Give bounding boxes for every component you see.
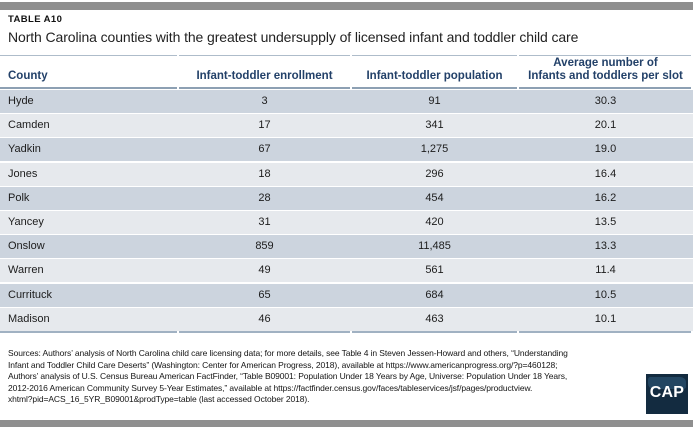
table-row: Warren 49 561 11.4: [0, 259, 693, 283]
header-divider: [0, 87, 693, 89]
table-row: Hyde 3 91 30.3: [0, 90, 693, 113]
value-cell: 17: [258, 119, 271, 132]
value-cell: 28: [258, 191, 271, 204]
sources-note: Sources: Authors’ analysis of North Caro…: [8, 348, 688, 406]
value-cell: 13.5: [594, 215, 617, 228]
value-cell: 30.3: [594, 95, 617, 107]
value-cell: 296: [425, 167, 444, 180]
table-row: Madison 46 463 10.1: [0, 307, 693, 331]
county-cell: Onslow: [8, 240, 45, 253]
table-row: Onslow 859 11,485 13.3: [0, 235, 693, 259]
county-cell: Yancey: [8, 215, 44, 228]
value-cell: 11,485: [418, 240, 451, 253]
value-cell: 463: [425, 312, 444, 325]
county-cell: Yadkin: [8, 143, 41, 156]
value-cell: 11.4: [595, 264, 616, 277]
value-cell: 91: [428, 95, 441, 107]
table-row: Currituck 65 684 10.5: [0, 283, 693, 307]
column-header-county: County: [8, 70, 48, 83]
figure-header: TABLE A10 North Carolina counties with t…: [8, 14, 685, 45]
column-header-enrollment: Infant-toddler enrollment: [196, 70, 333, 83]
sources-line: xhtml?pid=ACS_16_5YR_B09001&prodType=tab…: [8, 394, 310, 405]
value-cell: 46: [258, 312, 271, 325]
sources-line: Authors’ analysis of U.S. Census Bureau …: [8, 371, 568, 382]
value-cell: 341: [425, 119, 444, 132]
us-map-icon: [648, 377, 686, 389]
column-header-per-slot: Average number of Infants and toddlers p…: [528, 57, 683, 83]
table-header-row: County Infant-toddler enrollment Infant-…: [0, 57, 693, 86]
value-cell: 13.3: [594, 240, 617, 253]
county-cell: Polk: [8, 191, 30, 204]
value-cell: 20.1: [594, 119, 617, 132]
table-row: Camden 17 341 20.1: [0, 114, 693, 138]
value-cell: 19.0: [594, 143, 617, 156]
value-cell: 16.2: [594, 191, 617, 204]
county-cell: Camden: [8, 119, 50, 132]
table-title: North Carolina counties with the greates…: [8, 29, 579, 45]
bottom-rule-bar: [0, 420, 693, 427]
value-cell: 65: [258, 288, 271, 301]
cap-logo: CAP: [646, 374, 688, 414]
value-cell: 18: [258, 167, 271, 180]
sources-line: Sources: Authors’ analysis of North Caro…: [8, 348, 568, 358]
value-cell: 67: [258, 143, 271, 156]
value-cell: 10.5: [594, 288, 617, 301]
value-cell: 454: [425, 191, 444, 204]
column-header-population: Infant-toddler population: [366, 70, 503, 83]
value-cell: 49: [258, 264, 271, 277]
table-row: Yadkin 67 1,275 19.0: [0, 138, 693, 162]
value-cell: 420: [425, 215, 444, 228]
title-divider: [0, 55, 693, 56]
county-cell: Madison: [8, 312, 50, 325]
table-row: Yancey 31 420 13.5: [0, 210, 693, 234]
value-cell: 3: [261, 95, 268, 107]
cap-logo-text: CAP: [649, 384, 685, 401]
county-cell: Warren: [8, 264, 44, 277]
sources-line: 2012-2016 American Community Survey 5-Ye…: [8, 382, 533, 393]
top-rule-bar: [0, 2, 693, 10]
county-cell: Currituck: [8, 288, 53, 301]
county-cell: Jones: [8, 167, 38, 180]
county-cell: Hyde: [8, 95, 34, 107]
sources-line: Infant and Toddler Child Care Deserts” (…: [8, 359, 558, 370]
value-cell: 561: [425, 264, 444, 277]
value-cell: 684: [425, 288, 444, 301]
table-body: Hyde 3 91 30.3 Camden 17 341 20.1 Yadkin 67 1,275 1…: [0, 90, 693, 332]
table-bottom-divider: [0, 331, 693, 333]
value-cell: 10.1: [594, 312, 617, 325]
table-row: Jones 18 296 16.4: [0, 162, 693, 186]
value-cell: 1,275: [420, 143, 449, 156]
value-cell: 16.4: [594, 167, 617, 180]
table-row: Polk 28 454 16.2: [0, 186, 693, 210]
table-label: TABLE A10: [8, 14, 63, 25]
value-cell: 31: [258, 215, 271, 228]
value-cell: 859: [255, 240, 274, 253]
